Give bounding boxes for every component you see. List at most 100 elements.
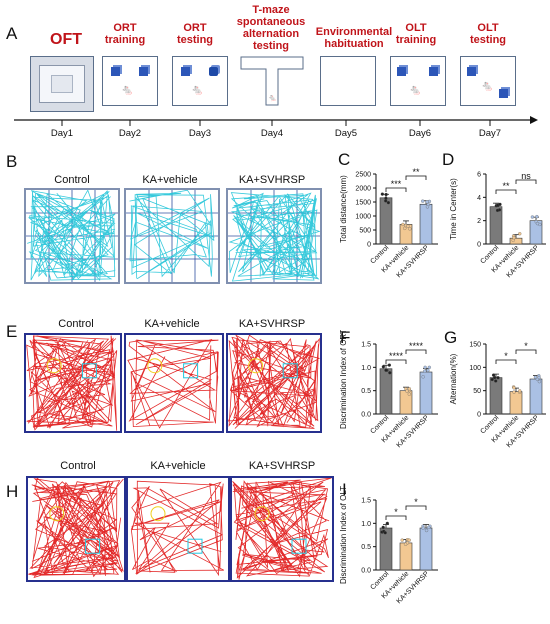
data-point xyxy=(405,389,409,393)
y-tick-label: 1000 xyxy=(355,214,371,221)
panel-letter-b: B xyxy=(6,152,18,171)
day-label-3: Day3 xyxy=(188,128,212,139)
data-point xyxy=(518,232,522,236)
data-point xyxy=(425,200,429,204)
data-point xyxy=(386,201,391,205)
data-point xyxy=(537,375,541,380)
significance-label: * xyxy=(394,507,398,517)
bar xyxy=(489,206,503,245)
track-path-svg xyxy=(228,190,320,282)
data-point xyxy=(491,373,496,377)
data-point xyxy=(421,526,425,530)
timeline-axis xyxy=(14,116,538,126)
step-title-olt-training: OLT training xyxy=(395,22,437,46)
data-point xyxy=(530,215,535,219)
track-path-svg xyxy=(232,478,332,580)
data-point xyxy=(381,525,385,529)
y-tick-label: 1500 xyxy=(355,200,371,207)
bar xyxy=(379,527,393,571)
oft-arena-illustration xyxy=(30,56,94,112)
track-path-svg xyxy=(26,335,118,431)
panel-letter-i: I xyxy=(342,480,347,499)
track-arena xyxy=(226,333,322,433)
data-point xyxy=(406,224,410,228)
step-title-oft: OFT xyxy=(50,31,82,48)
track-label-svhrsp: KA+SVHRSP xyxy=(238,318,306,330)
olt-training-illustration: 🐁 xyxy=(390,56,446,106)
data-point xyxy=(537,379,542,384)
y-tick-label: 2500 xyxy=(355,172,371,179)
track-path-svg xyxy=(26,190,118,282)
significance-label: ns xyxy=(521,171,531,181)
track-arena xyxy=(124,188,220,284)
significance-bracket xyxy=(385,515,407,520)
ort-training-illustration: 🐁 xyxy=(102,56,158,106)
mouse-icon: 🐁 xyxy=(409,85,422,96)
data-point xyxy=(495,208,500,213)
significance-bracket xyxy=(405,349,427,354)
significance-label: ** xyxy=(412,167,420,177)
track-label-svhrsp: KA+SVHRSP xyxy=(238,174,306,186)
day-label-5: Day5 xyxy=(334,128,358,139)
y-tick-label: 0 xyxy=(477,242,481,249)
panel-letter-c: C xyxy=(338,150,351,169)
significance-bracket xyxy=(515,179,537,184)
panel-letter-a: A xyxy=(6,24,18,43)
day-label-6: Day6 xyxy=(408,128,432,139)
data-point xyxy=(400,538,404,542)
y-axis-label: Discrimination Index of ORT xyxy=(339,330,348,429)
significance-label: * xyxy=(414,497,418,507)
y-tick-label: 0.5 xyxy=(361,544,371,551)
data-point xyxy=(403,542,408,546)
tmaze-illustration: 🐁 xyxy=(240,56,304,106)
data-point xyxy=(425,205,430,209)
data-point xyxy=(512,236,516,240)
track-label-vehicle: KA+vehicle xyxy=(144,318,200,330)
day-label-2: Day2 xyxy=(118,128,142,139)
data-point xyxy=(423,365,427,369)
significance-label: ** xyxy=(502,181,510,191)
track-arena xyxy=(26,476,126,582)
data-point xyxy=(384,368,388,372)
data-point xyxy=(423,369,427,373)
data-point xyxy=(421,375,425,379)
data-point xyxy=(408,227,412,231)
step-title-habituation: Environmental habituation xyxy=(315,26,393,50)
data-point xyxy=(384,192,388,197)
y-axis-label: Time in Center(s) xyxy=(449,178,458,240)
panel-letter-h: H xyxy=(6,482,19,501)
track-arena xyxy=(24,188,120,284)
data-point xyxy=(427,365,431,370)
data-point xyxy=(490,377,494,382)
panel-letter-g: G xyxy=(444,328,458,347)
data-point xyxy=(424,528,429,533)
track-label-svhrsp: KA+SVHRSP xyxy=(248,460,316,472)
step-title-tmaze: T-maze spontaneous alternation testing xyxy=(236,4,306,52)
y-tick-label: 4 xyxy=(477,195,481,202)
bar xyxy=(509,391,523,415)
significance-bracket xyxy=(405,505,427,510)
data-point xyxy=(401,222,405,227)
significance-bracket xyxy=(385,359,407,364)
track-path-svg xyxy=(28,478,124,579)
data-point xyxy=(533,375,538,379)
step-title-ort-testing: ORT testing xyxy=(176,22,214,46)
chart-g: 050100150Alternation(%)ControlKA+vehicle… xyxy=(449,341,546,449)
track-path-svg xyxy=(228,335,320,429)
day-label-4: Day4 xyxy=(260,128,284,139)
y-tick-label: 100 xyxy=(469,365,481,372)
y-tick-label: 0.0 xyxy=(361,568,371,575)
significance-label: * xyxy=(524,341,528,351)
significance-label: **** xyxy=(389,351,404,361)
data-point xyxy=(496,376,500,380)
track-arena xyxy=(124,333,224,433)
panel-letter-e: E xyxy=(6,322,18,341)
y-tick-label: 2 xyxy=(477,218,481,225)
svg-text:🐁: 🐁 xyxy=(268,94,277,102)
data-point xyxy=(535,221,540,226)
significance-label: **** xyxy=(409,341,424,351)
step-title-ort-training: ORT training xyxy=(104,22,146,46)
data-point xyxy=(407,392,411,396)
